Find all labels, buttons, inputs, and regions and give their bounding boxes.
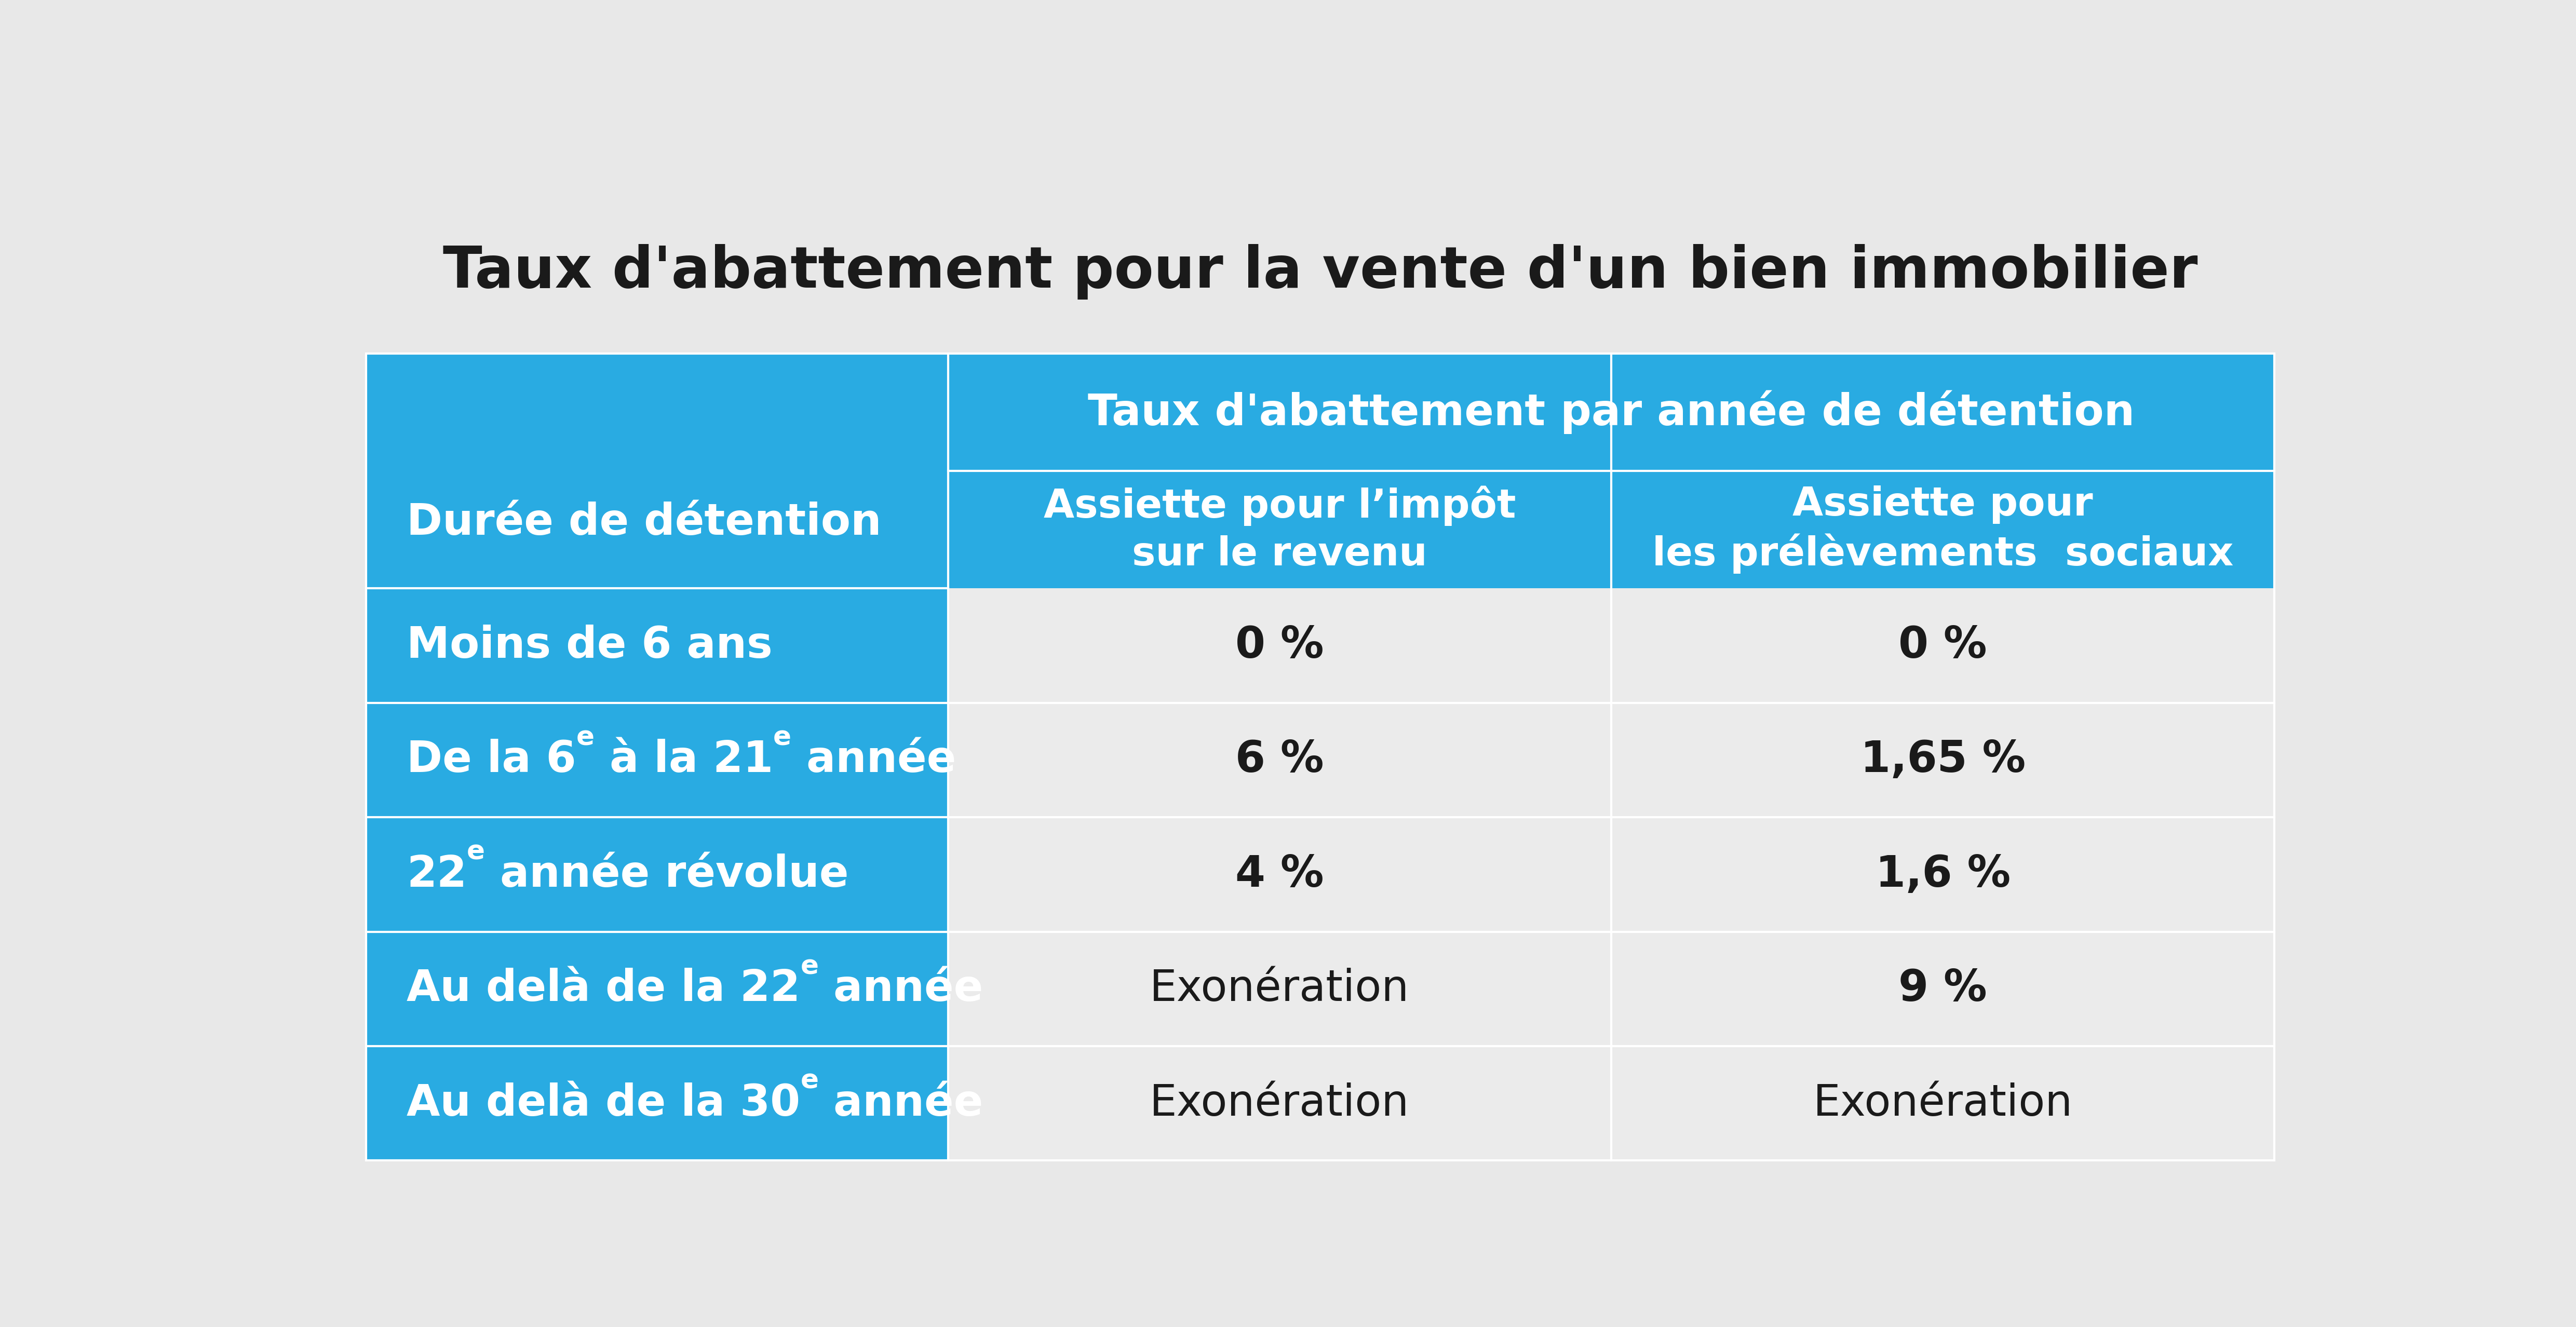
Bar (1610, 471, 2275, 588)
Text: année: année (819, 967, 984, 1010)
Text: Exonération: Exonération (1814, 1083, 2074, 1124)
Text: Au delà de la 30: Au delà de la 30 (407, 1083, 801, 1124)
Bar (948, 471, 1610, 588)
Text: année révolue: année révolue (484, 853, 848, 896)
Bar (1610, 932, 2275, 1046)
Text: 9 %: 9 % (1899, 967, 1986, 1010)
Text: De la 6: De la 6 (407, 739, 577, 782)
Text: Exonération: Exonération (1149, 967, 1409, 1010)
Text: Au delà de la 22: Au delà de la 22 (407, 967, 801, 1010)
Bar (1610, 588, 2275, 703)
Bar (366, 588, 948, 703)
Text: à la 21: à la 21 (595, 739, 773, 782)
Text: année: année (819, 1083, 984, 1124)
Text: e: e (801, 954, 819, 979)
Text: 0 %: 0 % (1899, 625, 1986, 666)
Bar (948, 932, 1610, 1046)
Text: Assiette pour
les prélèvements  sociaux: Assiette pour les prélèvements sociaux (1651, 486, 2233, 573)
Bar (948, 353, 2275, 471)
Text: Exonération: Exonération (1149, 1083, 1409, 1124)
Bar (1610, 817, 2275, 932)
Text: e: e (577, 725, 595, 751)
Text: e: e (801, 1068, 819, 1095)
Text: année: année (791, 739, 956, 782)
Text: 4 %: 4 % (1236, 853, 1324, 896)
Bar (1610, 703, 2275, 817)
Text: Taux d'abattement pour la vente d'un bien immobilier: Taux d'abattement pour la vente d'un bie… (443, 244, 2197, 300)
Bar (948, 817, 1610, 932)
Bar (1610, 1046, 2275, 1161)
Text: e: e (466, 840, 484, 865)
Text: 1,6 %: 1,6 % (1875, 853, 2009, 896)
Text: Durée de détention: Durée de détention (407, 502, 881, 544)
Bar (366, 817, 948, 932)
Text: 0 %: 0 % (1236, 625, 1324, 666)
Text: Assiette pour l’impôt
sur le revenu: Assiette pour l’impôt sur le revenu (1043, 486, 1515, 573)
Bar (948, 703, 1610, 817)
Bar (366, 932, 948, 1046)
Text: e: e (773, 725, 791, 751)
Bar (948, 588, 1610, 703)
Bar (366, 353, 948, 588)
Bar (366, 703, 948, 817)
Text: Moins de 6 ans: Moins de 6 ans (407, 625, 773, 666)
Bar (366, 1046, 948, 1161)
Text: Taux d'abattement par année de détention: Taux d'abattement par année de détention (1087, 390, 2136, 434)
Text: 6 %: 6 % (1236, 739, 1324, 782)
Text: 1,65 %: 1,65 % (1860, 739, 2025, 782)
Text: 22: 22 (407, 853, 466, 896)
Bar (948, 1046, 1610, 1161)
